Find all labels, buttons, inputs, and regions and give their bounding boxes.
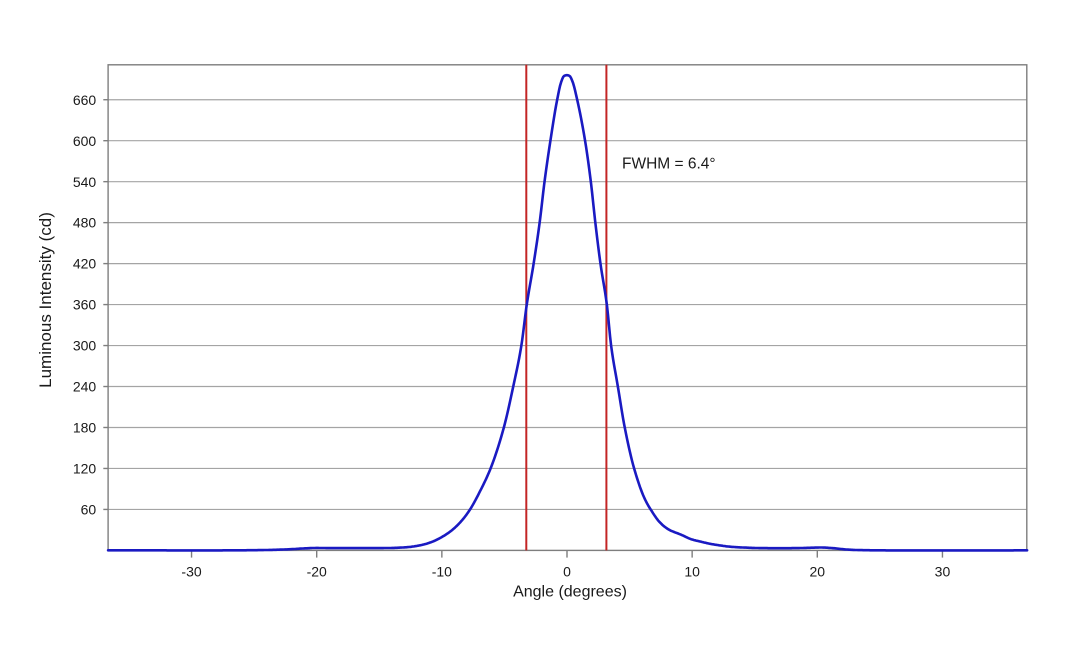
svg-text:10: 10 bbox=[684, 563, 700, 579]
svg-text:600: 600 bbox=[73, 133, 97, 149]
svg-text:-10: -10 bbox=[432, 563, 452, 579]
svg-text:60: 60 bbox=[81, 502, 97, 518]
svg-text:180: 180 bbox=[73, 420, 97, 436]
svg-text:20: 20 bbox=[810, 563, 826, 579]
svg-text:540: 540 bbox=[73, 174, 97, 190]
svg-text:-30: -30 bbox=[181, 563, 201, 579]
svg-text:FWHM = 6.4°: FWHM = 6.4° bbox=[622, 155, 716, 172]
svg-text:-20: -20 bbox=[307, 563, 327, 579]
svg-text:660: 660 bbox=[73, 92, 97, 108]
svg-text:360: 360 bbox=[73, 297, 97, 313]
svg-text:420: 420 bbox=[73, 256, 97, 272]
svg-text:Angle (degrees): Angle (degrees) bbox=[513, 584, 627, 601]
svg-text:0: 0 bbox=[563, 563, 571, 579]
svg-text:120: 120 bbox=[73, 461, 97, 477]
svg-text:300: 300 bbox=[73, 338, 97, 354]
svg-text:480: 480 bbox=[73, 215, 97, 231]
svg-text:240: 240 bbox=[73, 379, 97, 395]
svg-text:Luminous Intensity (cd): Luminous Intensity (cd) bbox=[36, 212, 55, 388]
svg-text:30: 30 bbox=[935, 563, 951, 579]
